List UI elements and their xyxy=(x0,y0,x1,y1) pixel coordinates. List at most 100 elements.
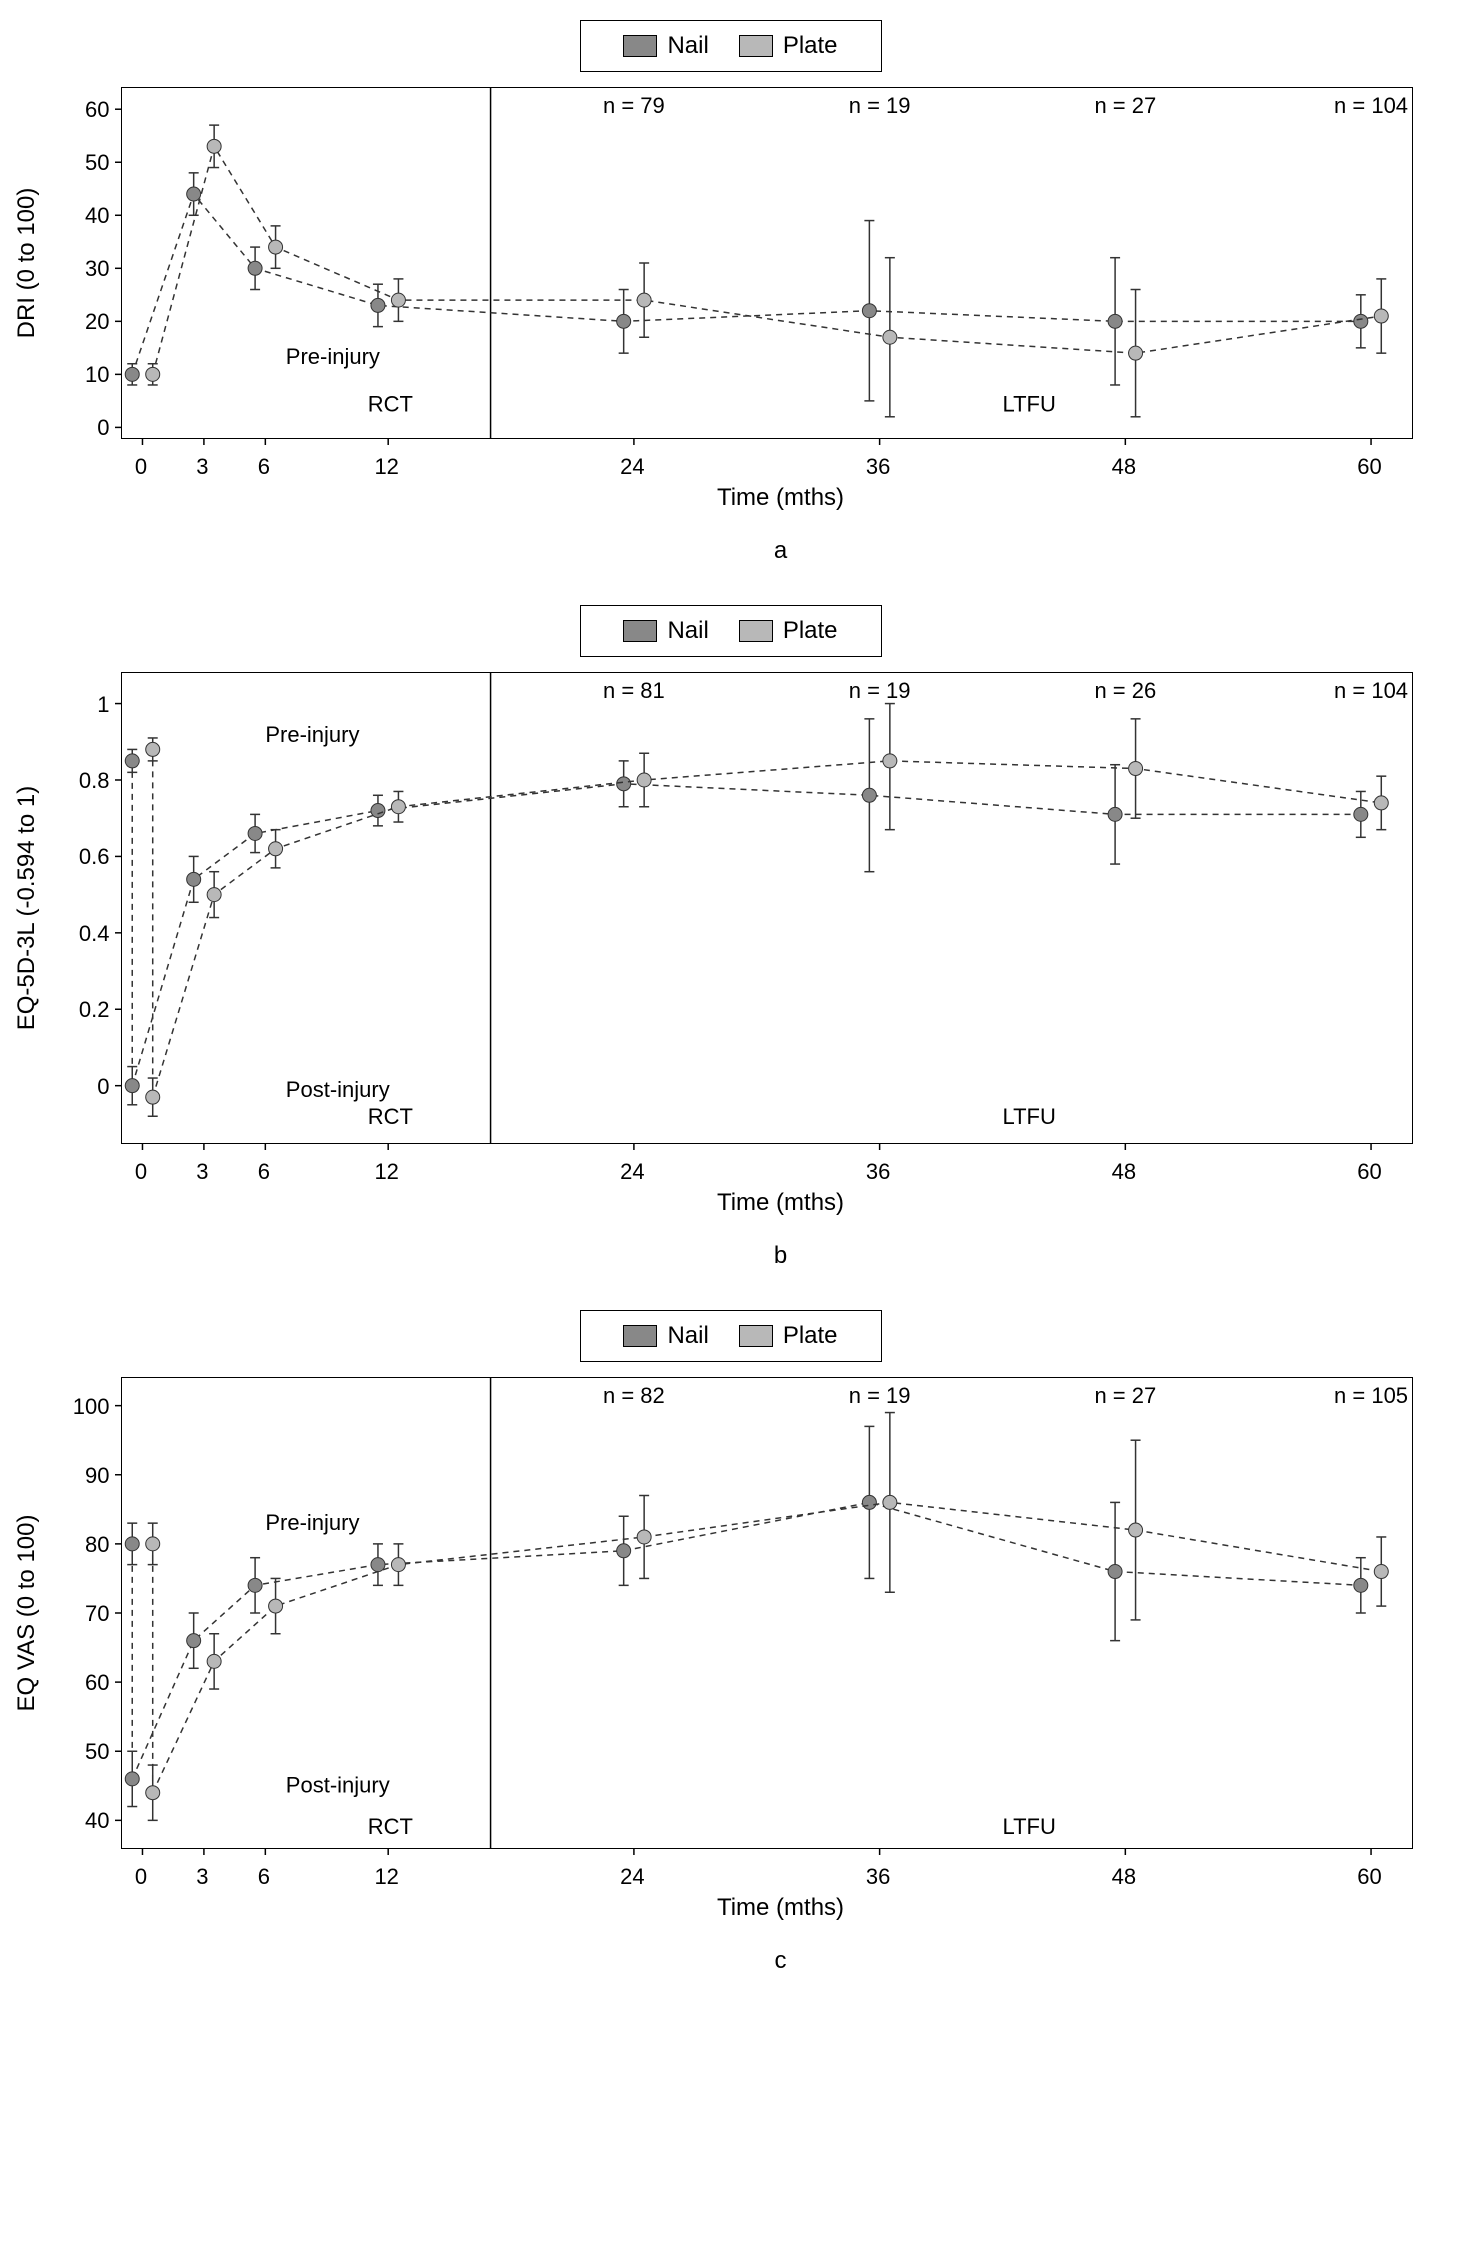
data-point-plate xyxy=(391,293,405,307)
n-label: n = 27 xyxy=(1094,93,1156,118)
x-tick-label: 3 xyxy=(196,1159,208,1185)
x-tick-label: 12 xyxy=(374,1159,398,1185)
y-tick-label: 10 xyxy=(85,362,109,388)
data-point-nail xyxy=(1108,1565,1122,1579)
y-label-a: DRI (0 to 100) xyxy=(13,188,41,339)
chart-svg: n = 79n = 19n = 27n = 104Pre-injuryRCTLT… xyxy=(122,88,1412,438)
y-tick-label: 0.8 xyxy=(79,768,110,794)
series-line-plate xyxy=(152,146,1381,374)
data-point-plate xyxy=(207,139,221,153)
data-point-nail xyxy=(616,1544,630,1558)
annotation-text: Pre-injury xyxy=(285,344,379,369)
data-point-plate xyxy=(1374,309,1388,323)
data-point-plate xyxy=(637,293,651,307)
legend-label-nail: Nail xyxy=(667,1322,708,1350)
series-line-plate xyxy=(152,1502,1381,1792)
legend-item-plate: Plate xyxy=(739,1322,838,1350)
x-tick-label: 36 xyxy=(866,454,890,480)
plot-area-c: EQ VAS (0 to 100) n = 82n = 19n = 27n = … xyxy=(121,1377,1413,1849)
n-label: n = 82 xyxy=(603,1383,665,1408)
data-point-plate xyxy=(1374,1565,1388,1579)
legend-item-plate: Plate xyxy=(739,32,838,60)
n-label: n = 81 xyxy=(603,678,665,703)
panel-label-b: b xyxy=(121,1242,1441,1270)
annotation-text: LTFU xyxy=(1002,391,1055,416)
annotation-text: Pre-injury xyxy=(265,722,359,747)
x-tick-label: 48 xyxy=(1112,1159,1136,1185)
panel-b: Nail Plate EQ-5D-3L (-0.594 to 1) n = 81… xyxy=(21,605,1441,1270)
n-label: n = 19 xyxy=(848,93,910,118)
legend-label-nail: Nail xyxy=(667,617,708,645)
chart-svg: n = 81 n = 19 n = 26 n = 104 Pre-injury Post-… xyxy=(122,673,1412,1143)
data-point-plate xyxy=(1128,346,1142,360)
data-point-plate xyxy=(145,367,159,381)
legend-label-nail: Nail xyxy=(667,32,708,60)
x-tick-label: 60 xyxy=(1357,1864,1381,1890)
panel-c: Nail Plate EQ VAS (0 to 100) n = 82n = 1… xyxy=(21,1310,1441,1975)
data-point-plate xyxy=(391,1558,405,1572)
panel-a: Nail Plate DRI (0 to 100) n = 79n = 19n … xyxy=(21,20,1441,565)
data-point-plate xyxy=(637,773,651,787)
legend-label-plate: Plate xyxy=(783,32,838,60)
annotation-text: RCT xyxy=(367,1104,412,1129)
annotation-text: Post-injury xyxy=(285,1077,389,1102)
x-axis-a: 0361224364860 xyxy=(121,449,1411,479)
x-tick-label: 0 xyxy=(135,454,147,480)
x-tick-label: 60 xyxy=(1357,1159,1381,1185)
x-tick-label: 0 xyxy=(135,1864,147,1890)
legend-item-nail: Nail xyxy=(623,1322,708,1350)
annotation-text: Post-injury xyxy=(285,1773,389,1798)
data-point-nail xyxy=(370,804,384,818)
data-point-nail xyxy=(370,298,384,312)
y-tick-label: 0.2 xyxy=(79,997,110,1023)
x-tick-label: 24 xyxy=(620,454,644,480)
y-tick-label: 40 xyxy=(85,203,109,229)
n-label: n = 19 xyxy=(848,1383,910,1408)
legend-label-plate: Plate xyxy=(783,1322,838,1350)
data-point-plate xyxy=(882,754,896,768)
legend-swatch-plate xyxy=(739,1325,773,1347)
y-tick-label: 0.6 xyxy=(79,844,110,870)
n-label: n = 104 xyxy=(1334,678,1408,703)
data-point-plate xyxy=(1374,796,1388,810)
legend-c: Nail Plate xyxy=(580,1310,882,1362)
plot-area-b: EQ-5D-3L (-0.594 to 1) n = 81n = 19n = 2… xyxy=(121,672,1413,1144)
data-point-plate xyxy=(882,330,896,344)
annotation-text: LTFU xyxy=(1002,1814,1055,1839)
data-point-nail xyxy=(186,187,200,201)
x-tick-label: 24 xyxy=(620,1159,644,1185)
x-tick-label: 0 xyxy=(135,1159,147,1185)
x-tick-label: 3 xyxy=(196,454,208,480)
panel-label-c: c xyxy=(121,1947,1441,1975)
data-point-plate xyxy=(207,888,221,902)
data-point-nail xyxy=(186,872,200,886)
panel-label-a: a xyxy=(121,537,1441,565)
x-tick-label: 60 xyxy=(1357,454,1381,480)
n-label: n = 79 xyxy=(603,93,665,118)
x-axis-c: 0361224364860 xyxy=(121,1859,1411,1889)
data-point-nail xyxy=(370,1558,384,1572)
x-tick-label: 3 xyxy=(196,1864,208,1890)
y-tick-label: 60 xyxy=(85,97,109,123)
series-line-nail xyxy=(132,1502,1361,1778)
x-axis-b: 0361224364860 xyxy=(121,1154,1411,1184)
legend-swatch-nail xyxy=(623,35,657,57)
n-label: n = 26 xyxy=(1094,678,1156,703)
annotation-text: Pre-injury xyxy=(265,1510,359,1535)
annotation-text: RCT xyxy=(367,1814,412,1839)
y-tick-label: 20 xyxy=(85,309,109,335)
data-point-nail xyxy=(248,1578,262,1592)
y-label-b: EQ-5D-3L (-0.594 to 1) xyxy=(13,786,41,1031)
legend-item-plate: Plate xyxy=(739,617,838,645)
x-label-a: Time (mths) xyxy=(121,484,1441,512)
y-tick-label: 0 xyxy=(97,1074,109,1100)
legend-a: Nail Plate xyxy=(580,20,882,72)
data-point-nail xyxy=(862,1495,876,1509)
y-tick-label: 0 xyxy=(97,415,109,441)
annotation-text: RCT xyxy=(367,391,412,416)
legend-item-nail: Nail xyxy=(623,617,708,645)
series-line-plate xyxy=(152,761,1381,1097)
x-tick-label: 12 xyxy=(374,1864,398,1890)
n-label: n = 19 xyxy=(848,678,910,703)
y-tick-label: 60 xyxy=(85,1670,109,1696)
